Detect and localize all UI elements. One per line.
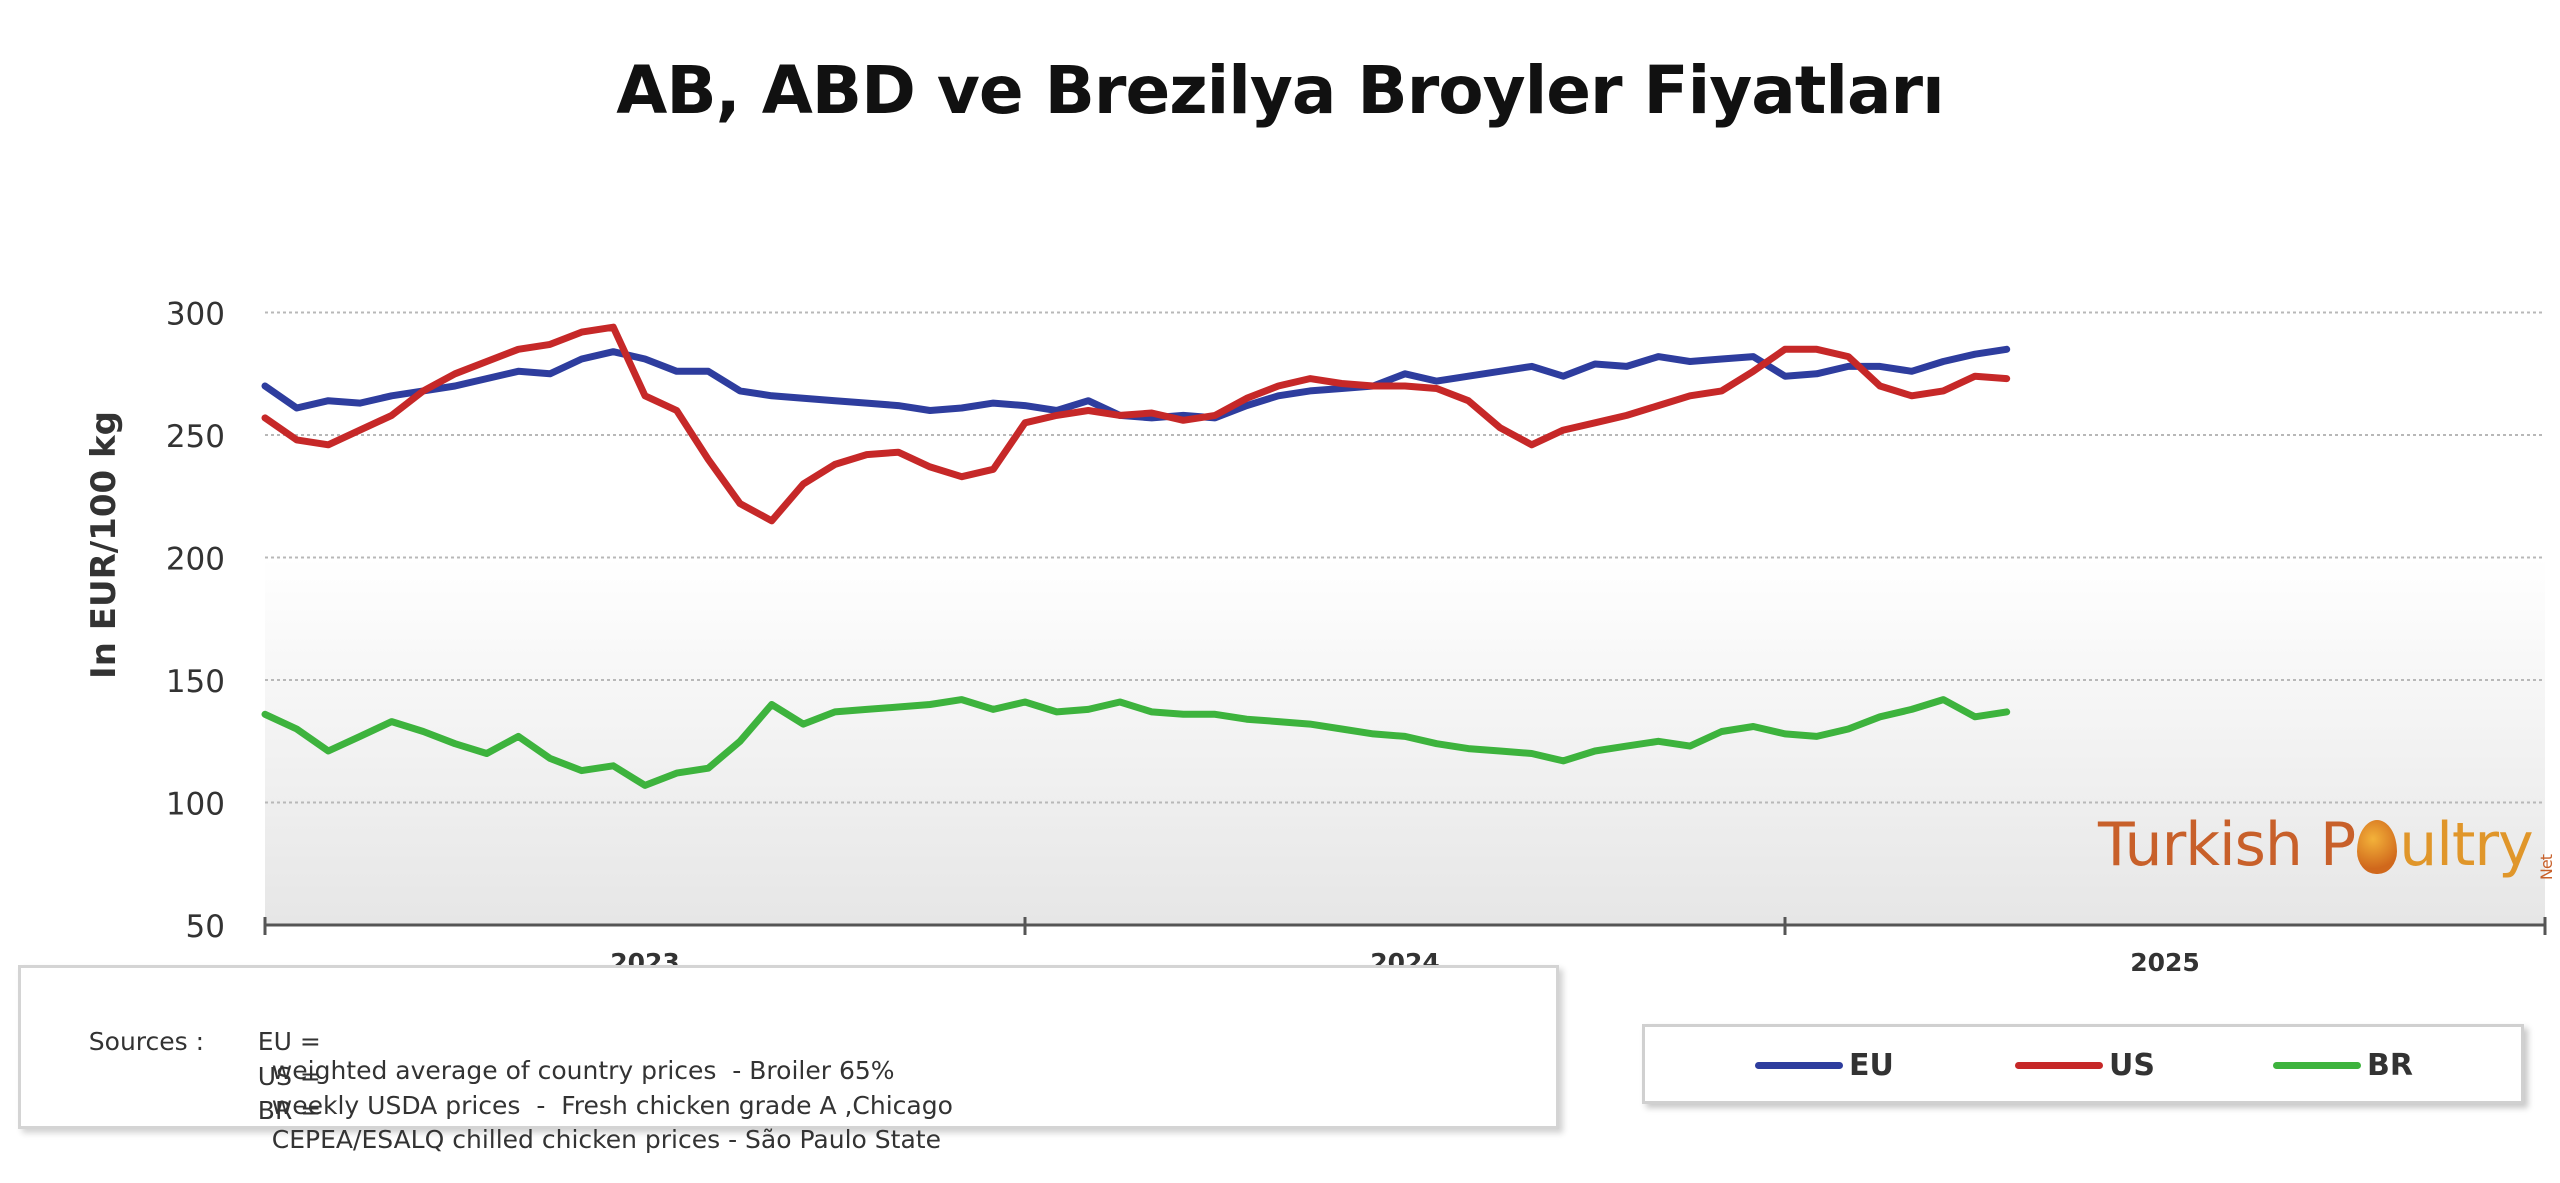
- legend-swatch-us: [2015, 1061, 2103, 1069]
- legend-item-us: US: [2015, 1045, 2155, 1085]
- turkish-poultry-logo: Turkish P ultry Net: [2098, 800, 2556, 880]
- sources-box: Sources : EU = weighted average of count…: [18, 965, 1559, 1154]
- legend-swatch-eu: [1755, 1061, 1843, 1069]
- sources-label: Sources :: [88, 1027, 205, 1056]
- y-axis-label: In EUR/100 kg: [84, 411, 124, 679]
- y-tick-label-200: 200: [166, 542, 225, 578]
- legend-item-eu: EU: [1755, 1045, 1894, 1085]
- brand-text-1: Turkish P: [2098, 810, 2356, 880]
- source-text-eu: weighted average of country prices - Bro…: [271, 1056, 895, 1085]
- source-text-us: weekly USDA prices - Fresh chicken grade…: [271, 1091, 953, 1120]
- series-line-br: [261, 696, 2011, 789]
- legend: EU US BR: [1642, 1024, 2524, 1104]
- source-key-br: BR =: [257, 1096, 322, 1125]
- legend-swatch-br: [2273, 1061, 2361, 1069]
- legend-label-us: US: [2109, 1047, 2155, 1083]
- source-key-us: US =: [257, 1062, 321, 1091]
- legend-label-br: BR: [2367, 1047, 2413, 1083]
- y-tick-label-100: 100: [166, 787, 225, 823]
- y-tick-label-300: 300: [166, 297, 225, 333]
- egg-chick-icon: [2357, 820, 2398, 874]
- page-title: AB, ABD ve Brezilya Broyler Fiyatları: [616, 52, 1944, 129]
- series-line-us: [261, 323, 2011, 525]
- x-tick-label-2025: 2025: [2130, 948, 2200, 977]
- legend-label-eu: EU: [1849, 1047, 1894, 1083]
- y-tick-label-50: 50: [186, 909, 225, 945]
- source-key-eu: EU =: [257, 1027, 321, 1056]
- legend-item-br: BR: [2273, 1045, 2413, 1085]
- source-text-br: CEPEA/ESALQ chilled chicken prices - São…: [271, 1125, 941, 1154]
- y-tick-label-250: 250: [166, 419, 225, 455]
- brand-text-2: ultry: [2399, 810, 2533, 880]
- brand-suffix: Net: [2536, 854, 2556, 880]
- y-tick-label-150: 150: [166, 664, 225, 700]
